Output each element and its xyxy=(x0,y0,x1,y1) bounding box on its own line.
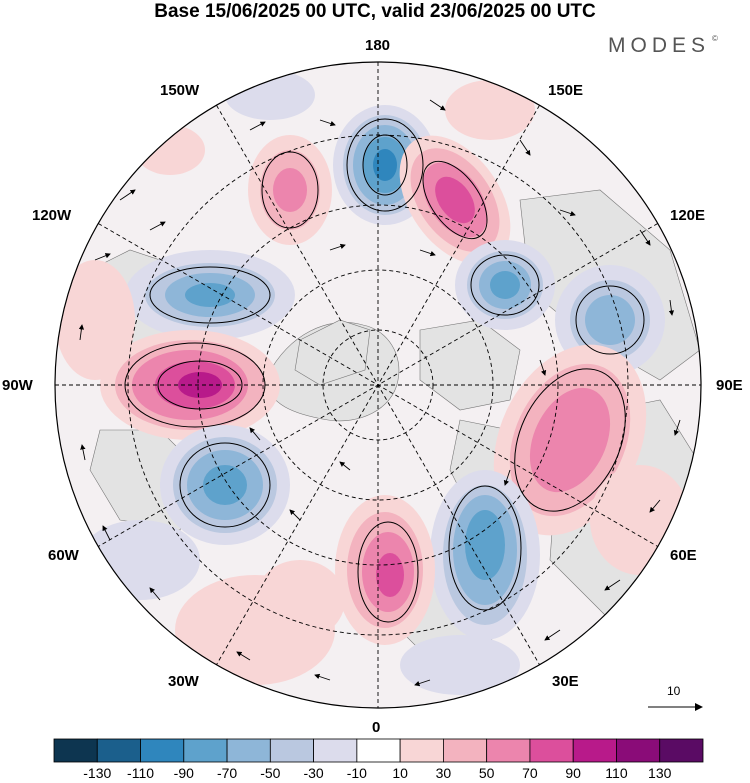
lon-label-120w: 120W xyxy=(32,207,72,224)
colorbar-tick-label: 30 xyxy=(435,765,452,781)
lon-label-90w: 90W xyxy=(2,377,33,394)
colorbar-tick-label: 130 xyxy=(648,765,672,781)
anomaly-c2 xyxy=(399,135,511,265)
colorbar-swatch xyxy=(140,738,185,763)
modes-logo: MODES © xyxy=(608,34,718,58)
colorbar-tick-label: -70 xyxy=(216,765,238,781)
colorbar-swatch xyxy=(659,738,704,763)
copyright-mark: © xyxy=(712,34,718,43)
colorbar-tick-label: 110 xyxy=(605,765,628,781)
anomaly-c11 xyxy=(335,495,435,645)
lon-label-90e: 90E xyxy=(716,377,743,394)
colorbar-tick-label: 10 xyxy=(392,765,408,781)
colorbar-swatch xyxy=(313,738,358,763)
graticule xyxy=(55,62,701,708)
brand-text: MODES xyxy=(608,34,711,57)
lon-label-60w: 60W xyxy=(48,547,79,564)
colorbar-swatch xyxy=(529,738,574,763)
colorbar-swatch xyxy=(53,738,98,763)
lon-label-180: 180 xyxy=(365,37,391,54)
colorbar-tick-label: 50 xyxy=(478,765,495,781)
colorbar-tick-label: -110 xyxy=(127,765,155,781)
lon-label-150e: 150E xyxy=(548,82,584,99)
colorbar-swatch xyxy=(183,738,228,763)
lon-label-150w: 150W xyxy=(160,82,200,99)
colorbar-tick-label: -10 xyxy=(346,765,367,781)
colorbar-swatch xyxy=(572,738,617,763)
colorbar xyxy=(53,738,704,763)
map-title: Base 15/06/2025 00 UTC, valid 23/06/2025… xyxy=(154,1,596,22)
colorbar-tick-label: -30 xyxy=(303,765,324,781)
lon-label-30e: 30E xyxy=(552,673,579,690)
colorbar-swatch xyxy=(399,738,444,763)
colorbar-tick-label: -50 xyxy=(260,765,281,781)
map-boundary xyxy=(54,61,702,709)
wind-arrows xyxy=(78,99,681,687)
colorbar-tick-label: -90 xyxy=(173,765,194,781)
colorbar-swatch xyxy=(356,738,401,763)
colorbar-swatch xyxy=(486,738,531,763)
colorbar-tick-label: -130 xyxy=(83,765,112,781)
reference-vector-label: 10 xyxy=(667,684,681,698)
anomaly-c10 xyxy=(430,470,540,640)
anomaly-c5 xyxy=(125,250,295,340)
colorbar-tick-label: 90 xyxy=(565,765,581,781)
lon-label-120e: 120E xyxy=(670,207,706,224)
colorbar-swatch xyxy=(96,738,141,763)
anomaly-c9 xyxy=(493,344,647,536)
colorbar-swatch xyxy=(442,738,488,763)
colorbar-swatch xyxy=(269,738,315,763)
lon-label-0: 0 xyxy=(372,719,381,736)
colorbar-swatch xyxy=(616,738,661,763)
lon-label-60e: 60E xyxy=(670,547,697,564)
lon-label-30w: 30W xyxy=(168,673,199,690)
colorbar-swatch xyxy=(226,738,271,763)
colorbar-tick-label: 70 xyxy=(522,765,538,781)
anomaly-c4 xyxy=(455,240,555,330)
